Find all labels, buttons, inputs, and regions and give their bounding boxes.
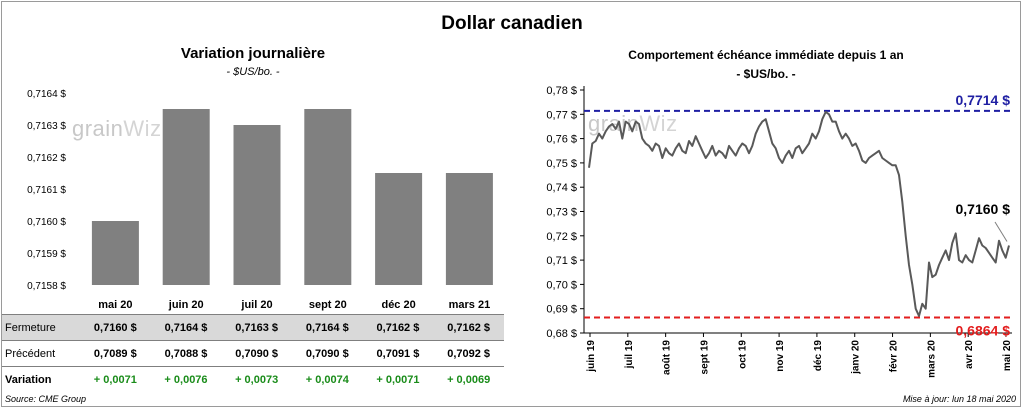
table-cell: 0,7090 $ xyxy=(291,340,363,367)
bar-x-tick-label: déc 20 xyxy=(381,299,415,311)
line-chart-unit: - $US/bo. - xyxy=(736,67,796,81)
bar-y-tick-label: 0,7158 $ xyxy=(27,281,66,292)
line-chart-title: Comportement échéance immédiate depuis 1… xyxy=(628,48,904,62)
source-note: Source: CME Group xyxy=(5,394,87,404)
bar-y-tick-label: 0,7160 $ xyxy=(27,217,66,228)
bar xyxy=(91,221,139,285)
line-y-tick-label: 0,75 $ xyxy=(546,158,577,170)
bar-x-tick-label: juil 20 xyxy=(240,299,272,311)
table-row-previous: Précédent 0,7089 $ 0,7088 $ 0,7090 $ 0,7… xyxy=(2,340,504,367)
bar-y-tick-label: 0,7159 $ xyxy=(27,249,66,260)
bar-chart-unit: - $US/bo. - xyxy=(226,66,280,78)
bar-x-tick-label: mai 20 xyxy=(98,299,132,311)
watermark-left-text: grain xyxy=(72,116,124,141)
table-cell: 0,7162 $ xyxy=(362,314,434,341)
line-x-tick-label: juin 19 xyxy=(586,340,597,373)
table-cell: 0,7088 $ xyxy=(150,340,222,367)
row-label: Fermeture xyxy=(2,314,80,341)
reference-label: 0,7714 $ xyxy=(956,92,1011,108)
bar xyxy=(233,125,281,285)
update-note: Mise à jour: lun 18 mai 2020 xyxy=(902,394,1016,404)
bar-chart-title: Variation journalière xyxy=(180,45,326,62)
bar xyxy=(445,173,493,285)
bar-chart-y-axis: 0,7158 $ 0,7159 $ 0,7160 $ 0,7161 $ 0,7162 $… xyxy=(27,89,66,292)
table-cell: + 0,0069 xyxy=(433,366,504,392)
watermark-right-text: grain xyxy=(588,111,640,136)
line-y-tick-label: 0,70 $ xyxy=(546,279,577,291)
line-y-tick-label: 0,73 $ xyxy=(546,207,577,219)
table-cell: 0,7091 $ xyxy=(362,340,434,367)
line-x-tick-label: déc 19 xyxy=(813,340,824,372)
line-x-tick-label: mars 20 xyxy=(926,340,937,378)
bar xyxy=(375,173,423,285)
bar-chart: 0,7158 $ 0,7159 $ 0,7160 $ 0,7161 $ 0,7162 $… xyxy=(27,89,493,311)
table-row-close: Fermeture 0,7160 $ 0,7164 $ 0,7163 $ 0,7… xyxy=(2,314,504,341)
bar-x-tick-label: mars 21 xyxy=(449,299,491,311)
watermark-left-logo: Wiz xyxy=(123,116,162,141)
line-chart-annotations: 0,7160 $ xyxy=(956,201,1011,242)
table-cell: 0,7090 $ xyxy=(221,340,292,367)
line-x-tick-label: janv 20 xyxy=(851,340,862,375)
line-x-tick-label: avr 20 xyxy=(964,340,975,369)
table-cell: 0,7163 $ xyxy=(221,314,292,341)
page-title: Dollar canadien xyxy=(441,13,583,34)
line-x-tick-label: nov 19 xyxy=(775,340,786,372)
last-value-label: 0,7160 $ xyxy=(956,201,1011,217)
bar-x-tick-label: juin 20 xyxy=(168,299,204,311)
table-cell: + 0,0071 xyxy=(80,366,151,392)
line-y-tick-label: 0,76 $ xyxy=(546,134,577,146)
line-y-tick-label: 0,71 $ xyxy=(546,255,577,267)
row-label: Précédent xyxy=(2,340,80,367)
line-y-tick-label: 0,77 $ xyxy=(546,109,577,121)
bar-y-tick-label: 0,7162 $ xyxy=(27,153,66,164)
line-y-tick-label: 0,78 $ xyxy=(546,85,577,97)
summary-table: Fermeture 0,7160 $ 0,7164 $ 0,7163 $ 0,7… xyxy=(2,314,504,392)
line-x-tick-label: sept 19 xyxy=(699,340,710,375)
line-chart-x-axis: juin 19 juil 19 août 19 sept 19 oct 19 nov 19… xyxy=(584,332,1013,378)
line-chart-series xyxy=(588,110,1010,317)
table-cell: 0,7092 $ xyxy=(433,340,504,367)
row-label: Variation xyxy=(2,366,80,392)
bar-y-tick-label: 0,7161 $ xyxy=(27,185,66,196)
watermark-right: grainWiz xyxy=(588,111,678,137)
reference-label: 0,6864 $ xyxy=(956,322,1011,338)
table-cell: + 0,0073 xyxy=(221,366,292,392)
annotation-leader xyxy=(994,221,1008,242)
line-y-tick-label: 0,68 $ xyxy=(546,328,577,340)
bar xyxy=(162,109,210,285)
table-cell: 0,7160 $ xyxy=(80,314,151,341)
line-chart-y-axis: 0,68 $ 0,69 $ 0,70 $ 0,71 $ 0,72 $ 0,73 $ 0,74… xyxy=(546,85,585,340)
table-cell: + 0,0071 xyxy=(362,366,434,392)
bar xyxy=(304,109,352,285)
table-cell: 0,7164 $ xyxy=(150,314,222,341)
line-y-tick-label: 0,74 $ xyxy=(546,182,577,194)
bar-chart-x-axis: mai 20 juin 20 juil 20 sept 20 déc 20 mars 21 xyxy=(98,299,490,311)
table-cell: + 0,0074 xyxy=(291,366,363,392)
watermark-left: grainWiz xyxy=(72,116,162,142)
line-x-tick-label: févr 20 xyxy=(889,340,900,373)
bar-x-tick-label: sept 20 xyxy=(309,299,347,311)
watermark-right-logo: Wiz xyxy=(639,111,678,136)
line-x-tick-label: mai 20 xyxy=(1002,340,1013,372)
bar-y-tick-label: 0,7164 $ xyxy=(27,89,66,100)
line-x-tick-label: oct 19 xyxy=(737,340,748,369)
table-cell: + 0,0076 xyxy=(150,366,222,392)
bar-y-tick-label: 0,7163 $ xyxy=(27,121,66,132)
price-line xyxy=(588,110,1010,317)
table-cell: 0,7089 $ xyxy=(80,340,151,367)
line-x-tick-label: août 19 xyxy=(662,340,673,375)
line-x-tick-label: juil 19 xyxy=(624,340,635,370)
table-cell: 0,7164 $ xyxy=(291,314,363,341)
bar-chart-bars xyxy=(91,109,493,285)
line-chart-reference-lines: 0,7714 $ 0,6864 $ xyxy=(584,92,1012,338)
line-y-tick-label: 0,72 $ xyxy=(546,231,577,243)
table-cell: 0,7162 $ xyxy=(433,314,504,341)
line-y-tick-label: 0,69 $ xyxy=(546,304,577,316)
table-row-variation: Variation + 0,0071 + 0,0076 + 0,0073 + 0… xyxy=(2,366,504,392)
